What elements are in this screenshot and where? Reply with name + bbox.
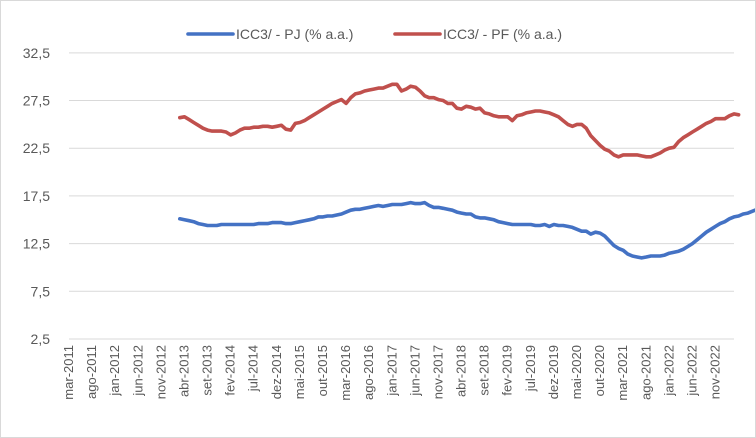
x-tick-label: jun-2022 [684, 345, 699, 397]
x-tick-label: out-2020 [592, 345, 607, 396]
legend-label: ICC3/ - PJ (% a.a.) [236, 26, 353, 42]
x-tick-label: jan-2012 [107, 345, 122, 397]
y-tick-label: 2,5 [31, 331, 51, 347]
x-tick-label: jan-2017 [384, 345, 399, 397]
x-tick-label: fev-2019 [500, 345, 515, 396]
x-tick-label: abr-2018 [454, 345, 469, 397]
x-tick-label: mai-2020 [569, 345, 584, 399]
x-tick-label: jul-2019 [523, 345, 538, 392]
y-axis: 2,5 7,5 12,5 17,5 22,5 27,5 32,5 [23, 45, 50, 347]
y-tick-label: 17,5 [23, 188, 50, 204]
x-tick-label: mar-2016 [338, 345, 353, 401]
series-lines [178, 82, 755, 260]
series-line-pj [178, 200, 755, 260]
y-tick-label: 7,5 [31, 283, 51, 299]
x-tick-label: set-2018 [477, 345, 492, 396]
series-line-pf [178, 82, 741, 159]
x-tick-label: mar-2021 [615, 345, 630, 401]
x-tick-label: fev-2014 [223, 345, 238, 396]
x-tick-label: jun-2012 [130, 345, 145, 397]
x-tick-label: set-2013 [200, 345, 215, 396]
x-tick-label: ago-2011 [84, 345, 99, 399]
x-tick-label: nov-2022 [708, 345, 723, 399]
x-tick-label: dez-2014 [269, 345, 284, 399]
x-tick-label: ago-2016 [361, 345, 376, 400]
x-tick-label: nov-2017 [430, 345, 445, 399]
x-tick-label: out-2015 [315, 345, 330, 396]
x-tick-label: jul-2014 [246, 345, 261, 392]
gridlines [69, 52, 734, 340]
x-tick-label: ago-2021 [638, 345, 653, 400]
x-tick-label: jun-2017 [407, 345, 422, 397]
y-tick-label: 27,5 [23, 93, 50, 109]
x-tick-label: dez-2019 [546, 345, 561, 399]
x-tick-label: abr-2013 [176, 345, 191, 397]
x-tick-label: nov-2012 [153, 345, 168, 399]
y-tick-label: 32,5 [23, 45, 50, 61]
x-tick-label: jan-2022 [661, 345, 676, 397]
legend-label: ICC3/ - PF (% a.a.) [443, 26, 562, 42]
x-axis: mar-2011 ago-2011 jan-2012 jun-2012 nov-2012… [61, 338, 734, 401]
y-tick-label: 12,5 [23, 236, 50, 252]
legend: ICC3/ - PJ (% a.a.) ICC3/ - PF (% a.a.) [186, 26, 562, 42]
x-tick-label: mar-2011 [61, 345, 76, 400]
x-tick-label: mai-2015 [292, 345, 307, 399]
y-tick-label: 22,5 [23, 140, 50, 156]
